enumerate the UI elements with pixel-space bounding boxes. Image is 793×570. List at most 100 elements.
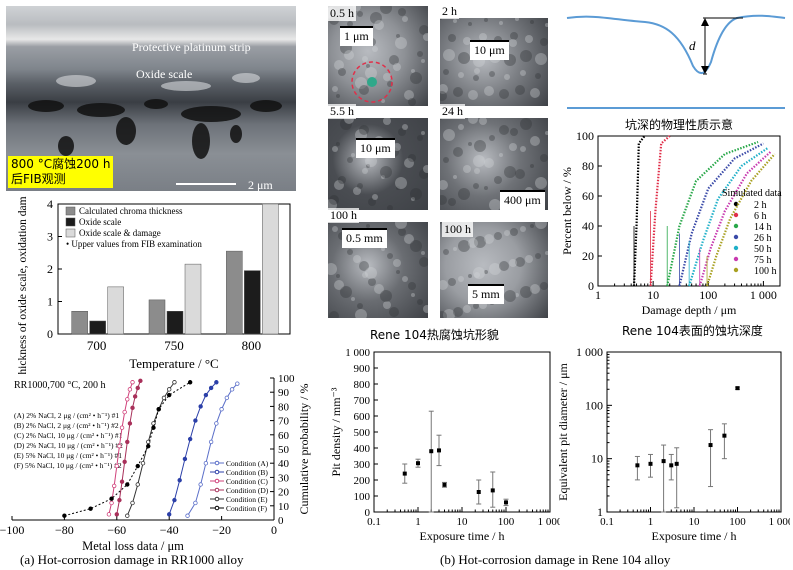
legend-entry: 6 h — [754, 211, 767, 222]
sem-grain — [484, 18, 488, 22]
sem-grain — [338, 176, 346, 184]
sem-grain — [423, 165, 428, 173]
pit-density-chart: 0.1 1 10 100 1 000 0 100 200 300 400 500 600 700 800 9… — [330, 347, 560, 543]
bar — [148, 299, 166, 335]
sem-grain — [347, 157, 353, 163]
sem-grain — [365, 267, 377, 279]
data-point — [504, 500, 508, 505]
data-point — [146, 439, 151, 445]
legend-marker — [733, 256, 739, 262]
y-axis-label: Thickness of oxide scale, oxidation dama… — [17, 196, 29, 374]
sem-grain — [473, 183, 479, 189]
legend-entry: 14 h — [754, 222, 772, 233]
condition-description: (D) 2% NaCl, 10 μg / (cm² • h⁻¹) #2 — [14, 441, 123, 450]
y-tick-label: 800 — [354, 379, 371, 391]
fib-note-line1: 800 °C腐蚀200 h — [11, 157, 111, 171]
sem-grain — [515, 257, 525, 267]
sem-time-label: 0.5 h — [328, 6, 356, 21]
data-point — [674, 461, 679, 466]
sem-scalebar-label: 10 μm — [474, 43, 505, 57]
sem-grain — [340, 118, 352, 130]
sem-grain — [509, 143, 517, 151]
x-tick-label: 0 — [271, 523, 277, 537]
sem-grain — [440, 195, 447, 205]
sem-grain — [336, 142, 340, 146]
x-tick-label: −100 — [0, 523, 24, 537]
sem-grain — [440, 311, 447, 318]
y-tick-label: 500 — [354, 427, 371, 439]
sem-grain — [479, 118, 487, 125]
condition-description: (A) 2% NaCl, 2 μg / (cm² • h⁻¹) #1 — [14, 411, 119, 420]
condition-description: (E) 5% NaCl, 10 μg / (cm² • h⁻¹) #1 — [14, 451, 122, 460]
legend-entry: 100 h — [754, 266, 777, 277]
data-point — [182, 456, 188, 462]
sem-grain — [530, 284, 540, 294]
sem-grain — [463, 37, 471, 45]
sem-grain — [374, 284, 384, 294]
y-axis-label: Equivalent pit diameter / μm — [556, 362, 570, 500]
sem-grain — [347, 249, 353, 255]
sem-grain — [530, 20, 534, 24]
legend-entry: 75 h — [754, 255, 772, 266]
sem-grain — [453, 247, 457, 251]
sem-grain — [499, 89, 509, 99]
plot-frame — [606, 351, 782, 513]
x-tick-label: 100 — [699, 288, 717, 302]
data-point — [187, 380, 193, 385]
data-point — [146, 443, 151, 449]
sem-grain — [504, 166, 516, 178]
data-point — [669, 463, 674, 468]
x-axis-label: Metal loss data / μm — [82, 539, 184, 552]
sem-grain — [381, 175, 385, 179]
data-point — [130, 405, 135, 411]
sem-texture — [440, 222, 548, 318]
sem-grain — [366, 64, 370, 68]
data-point — [125, 439, 130, 445]
legend-entry: Condition (F) — [226, 504, 268, 513]
sem-grain — [494, 176, 502, 184]
sem-grain — [374, 20, 384, 30]
x-axis-label: Temperature / °C — [129, 356, 218, 371]
sem-grain — [365, 155, 377, 167]
sem-grain — [402, 16, 408, 22]
y-tick-label: 200 — [354, 475, 371, 487]
y-tick-label: 2 — [47, 262, 53, 276]
sem-grain — [484, 186, 488, 190]
sem-grain — [366, 224, 370, 228]
y-tick-label: 30 — [278, 472, 290, 484]
legend-marker — [733, 212, 739, 218]
sem-grain — [474, 68, 480, 74]
data-point — [203, 460, 209, 466]
data-point — [109, 500, 114, 506]
sem-time-label: 100 h — [442, 222, 473, 237]
sem-grain — [474, 272, 480, 278]
sem-grain — [510, 32, 518, 40]
data-point — [229, 387, 235, 392]
sem-grain — [525, 255, 533, 263]
sem-grain — [520, 146, 526, 152]
sem-grain — [328, 263, 337, 275]
sem-scalebar-label: 1 μm — [344, 29, 369, 43]
sem-grain — [340, 286, 352, 298]
series-line — [187, 383, 238, 517]
data-point — [166, 512, 172, 517]
y-tick-label: 1 — [597, 505, 603, 519]
sem-grain — [540, 282, 548, 290]
sem-micrograph: 10 μm — [328, 118, 428, 210]
caption-depth: Rene 104表面的蚀坑深度 — [622, 324, 763, 338]
sem-grain — [368, 278, 376, 286]
sem-grain — [417, 51, 423, 57]
legend-entry: Condition (C) — [226, 477, 268, 486]
sem-grain — [380, 166, 392, 178]
sem-grain — [489, 71, 495, 77]
condition-description: (F) 5% NaCl, 10 μg / (cm² • h⁻¹) #2 — [14, 461, 122, 470]
sem-grain — [410, 72, 422, 84]
x-tick-label: 700 — [87, 338, 107, 353]
sem-grain — [329, 195, 339, 205]
data-point — [127, 387, 133, 392]
sem-grain — [419, 257, 428, 267]
sem-grain — [515, 293, 519, 297]
sem-grain — [443, 129, 455, 141]
sem-grain — [473, 267, 485, 279]
